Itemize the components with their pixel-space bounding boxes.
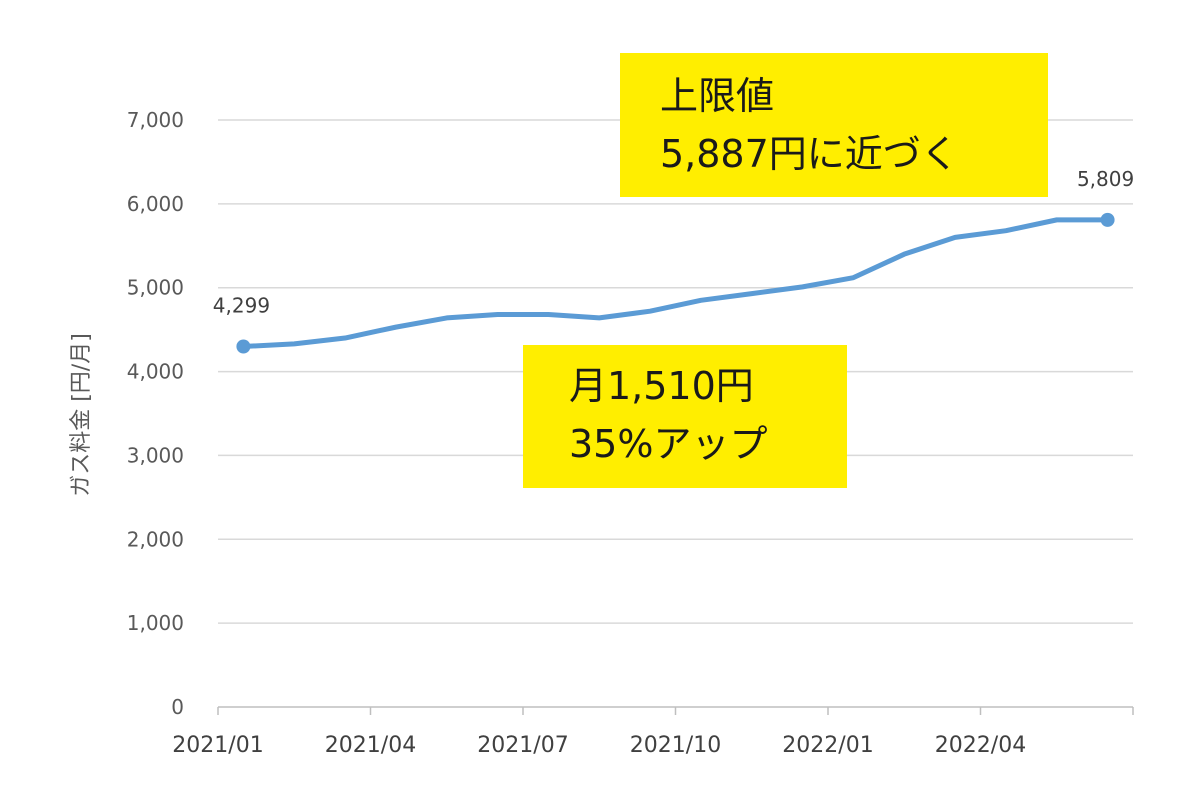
increase-callout-line1: 月1,510円 bbox=[569, 364, 754, 408]
series-layer bbox=[236, 212, 1115, 354]
y-tick-label: 3,000 bbox=[127, 443, 184, 467]
y-tick-labels: 0 1,000 2,000 3,000 4,000 5,000 6,000 7,000 bbox=[127, 108, 184, 719]
y-tick-label: 1,000 bbox=[127, 611, 184, 635]
y-axis-label: ガス料金 [円/月] bbox=[69, 333, 94, 497]
upper-limit-callout-line2: 5,887円に近づく bbox=[660, 132, 959, 176]
y-tick-label: 6,000 bbox=[127, 192, 184, 216]
data-point-marker bbox=[236, 339, 251, 354]
x-tick-label: 2022/01 bbox=[782, 733, 873, 758]
y-tick-label: 7,000 bbox=[127, 108, 184, 132]
y-tick-label: 2,000 bbox=[127, 527, 184, 551]
increase-callout-line2: 35%アップ bbox=[569, 422, 768, 466]
y-tick-label: 0 bbox=[171, 695, 184, 719]
y-tick-label: 4,000 bbox=[127, 360, 184, 384]
x-tick-label: 2021/07 bbox=[477, 733, 568, 758]
x-tick-label: 2021/04 bbox=[325, 733, 416, 758]
axes bbox=[217, 706, 1134, 715]
series-line bbox=[240, 217, 1111, 349]
x-tick-label: 2021/01 bbox=[172, 733, 263, 758]
x-tick-labels: 2021/01 2021/04 2021/07 2021/10 2022/01 2022/… bbox=[172, 733, 1026, 758]
increase-callout: 月1,510円 35%アップ bbox=[523, 345, 847, 488]
data-label: 4,299 bbox=[213, 293, 270, 317]
data-label-layer: 4,299 5,809 bbox=[213, 167, 1134, 318]
data-point-marker bbox=[1100, 212, 1115, 227]
x-tick-label: 2021/10 bbox=[630, 733, 721, 758]
upper-limit-callout-line1: 上限値 bbox=[660, 74, 775, 118]
upper-limit-callout: 上限値 5,887円に近づく bbox=[620, 53, 1048, 197]
x-tick-label: 2022/04 bbox=[935, 733, 1026, 758]
data-label: 5,809 bbox=[1077, 167, 1134, 191]
y-tick-label: 5,000 bbox=[127, 276, 184, 300]
